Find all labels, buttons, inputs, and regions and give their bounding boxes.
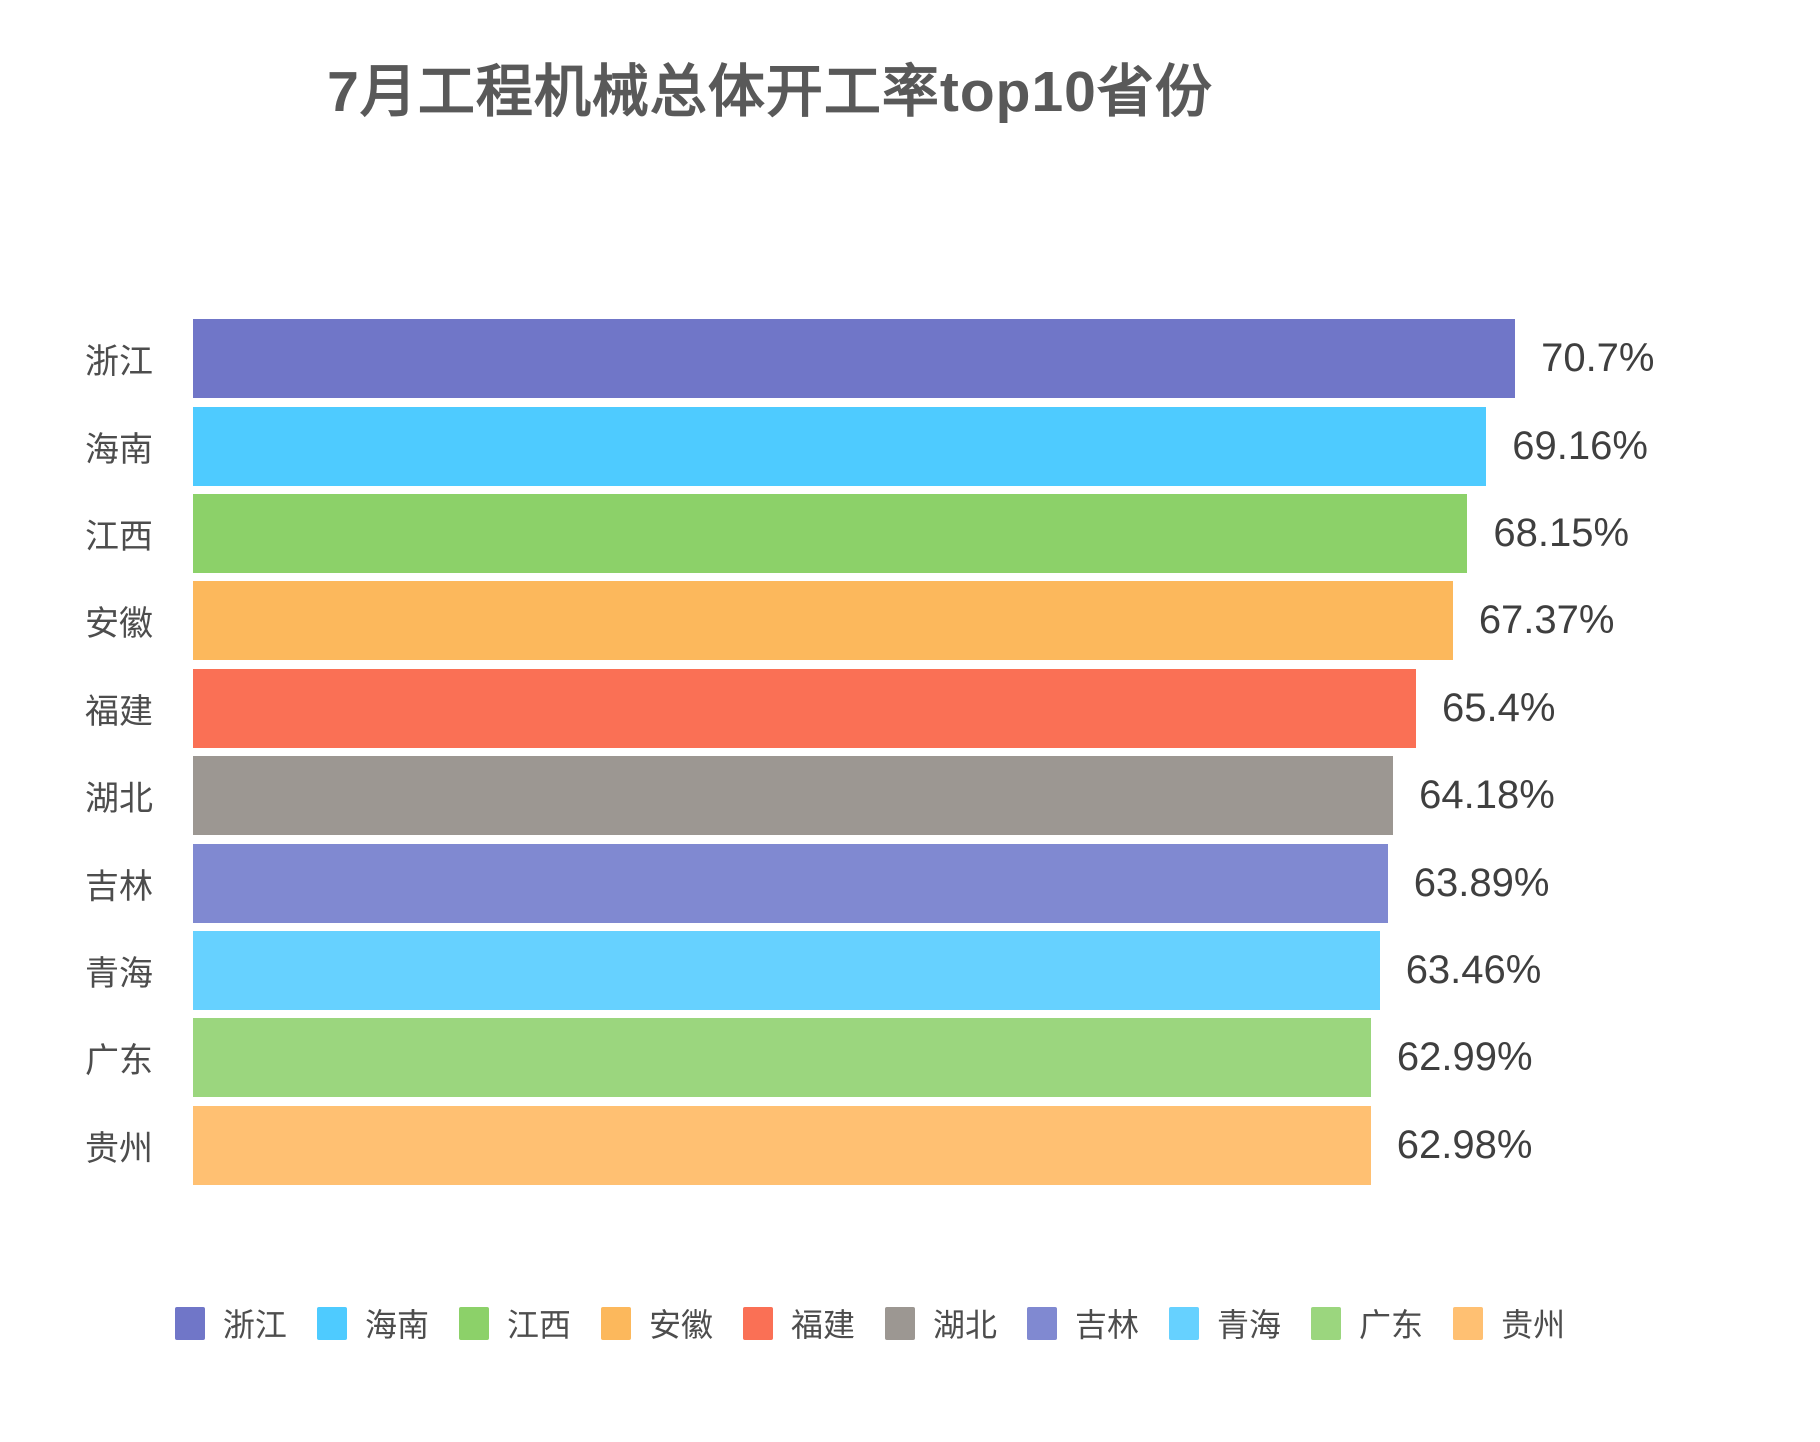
legend-item-label: 福建 bbox=[790, 1307, 855, 1343]
value-label: 65.4% bbox=[1441, 685, 1556, 730]
bar[interactable] bbox=[193, 756, 1394, 836]
category-label: 广东 bbox=[85, 1042, 153, 1081]
value-label: 63.46% bbox=[1405, 947, 1542, 992]
category-label: 福建 bbox=[85, 692, 153, 731]
legend-item-label: 海南 bbox=[364, 1307, 429, 1343]
category-label: 贵州 bbox=[85, 1129, 153, 1168]
legend-item-label: 浙江 bbox=[222, 1307, 287, 1343]
bar[interactable] bbox=[193, 1105, 1371, 1185]
legend-swatch-icon bbox=[174, 1306, 205, 1340]
category-label: 浙江 bbox=[85, 343, 153, 382]
legend-item-label: 安徽 bbox=[648, 1307, 713, 1343]
category-label: 青海 bbox=[85, 954, 153, 993]
bar[interactable] bbox=[193, 1018, 1371, 1098]
value-label: 67.37% bbox=[1478, 598, 1615, 643]
chart-row: 青海 63.46% bbox=[0, 927, 1655, 1014]
legend-item[interactable]: 贵州 bbox=[1453, 1300, 1565, 1346]
value-label: 70.7% bbox=[1541, 336, 1655, 381]
legend-item-label: 湖北 bbox=[933, 1307, 998, 1343]
legend-item[interactable]: 安徽 bbox=[600, 1300, 713, 1346]
legend-swatch-icon bbox=[1453, 1306, 1484, 1340]
category-label: 海南 bbox=[85, 430, 153, 469]
bar[interactable] bbox=[193, 668, 1416, 748]
chart-legend: 浙江 海南 江西 安徽 福建 湖北 吉林 青海 广东 贵州 bbox=[0, 1300, 1740, 1346]
legend-swatch-icon bbox=[316, 1306, 347, 1340]
chart-row: 江西 68.15% bbox=[0, 490, 1655, 577]
value-label: 63.89% bbox=[1413, 860, 1550, 905]
chart-row: 湖北 64.18% bbox=[0, 752, 1655, 839]
legend-swatch-icon bbox=[1169, 1306, 1200, 1340]
legend-item[interactable]: 海南 bbox=[316, 1300, 429, 1346]
category-label: 江西 bbox=[85, 517, 153, 556]
bar[interactable] bbox=[193, 581, 1453, 661]
legend-item[interactable]: 福建 bbox=[742, 1300, 855, 1346]
bar[interactable] bbox=[193, 493, 1468, 573]
chart-row: 浙江 70.7% bbox=[0, 315, 1655, 402]
bar-rows: 浙江 70.7% 海南 69.16% 江西 68.15% 安徽 67.37% 福… bbox=[0, 315, 1655, 1189]
legend-item[interactable]: 广东 bbox=[1311, 1300, 1423, 1346]
legend-item[interactable]: 浙江 bbox=[174, 1300, 287, 1346]
value-label: 64.18% bbox=[1419, 773, 1555, 818]
category-label: 安徽 bbox=[85, 605, 153, 644]
legend-swatch-icon bbox=[458, 1306, 489, 1340]
bar[interactable] bbox=[193, 843, 1388, 923]
chart-title: 7月工程机械总体开工率top10省份 bbox=[327, 60, 1213, 124]
legend-item[interactable]: 江西 bbox=[458, 1300, 571, 1346]
bar[interactable] bbox=[193, 406, 1487, 486]
bar[interactable] bbox=[193, 930, 1380, 1010]
legend-item-label: 吉林 bbox=[1075, 1307, 1140, 1343]
value-label: 69.16% bbox=[1512, 423, 1648, 468]
legend-item-label: 江西 bbox=[506, 1307, 571, 1343]
chart-row: 海南 69.16% bbox=[0, 402, 1655, 489]
value-label: 68.15% bbox=[1493, 510, 1630, 555]
value-label: 62.98% bbox=[1396, 1122, 1533, 1167]
legend-item-label: 贵州 bbox=[1501, 1307, 1566, 1343]
legend-item[interactable]: 湖北 bbox=[885, 1300, 997, 1346]
chart-row: 福建 65.4% bbox=[0, 665, 1655, 752]
legend-swatch-icon bbox=[1311, 1306, 1342, 1340]
chart-row: 广东 62.99% bbox=[0, 1014, 1655, 1101]
legend-item-label: 青海 bbox=[1217, 1307, 1282, 1343]
chart-row: 贵州 62.98% bbox=[0, 1102, 1655, 1189]
legend-item[interactable]: 吉林 bbox=[1027, 1300, 1139, 1346]
chart-row: 安徽 67.37% bbox=[0, 577, 1655, 664]
chart-row: 吉林 63.89% bbox=[0, 839, 1655, 926]
legend-swatch-icon bbox=[1027, 1306, 1058, 1340]
value-label: 62.99% bbox=[1396, 1035, 1533, 1080]
category-label: 湖北 bbox=[85, 780, 153, 819]
legend-swatch-icon bbox=[885, 1306, 915, 1340]
legend-item[interactable]: 青海 bbox=[1169, 1300, 1281, 1346]
legend-swatch-icon bbox=[742, 1306, 773, 1340]
legend-item-label: 广东 bbox=[1359, 1307, 1424, 1343]
category-label: 吉林 bbox=[85, 867, 153, 906]
legend-swatch-icon bbox=[600, 1306, 631, 1340]
bar[interactable] bbox=[193, 319, 1516, 399]
